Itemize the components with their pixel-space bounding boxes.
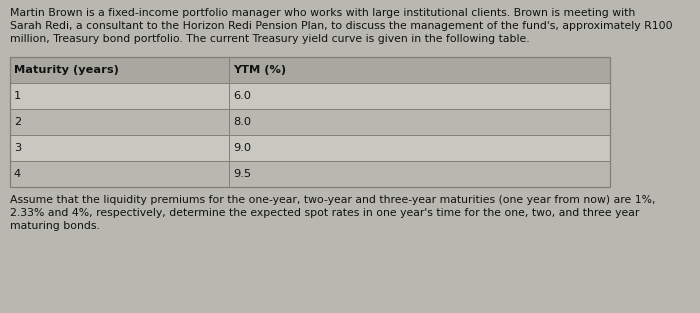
- Bar: [10, 161, 610, 187]
- Bar: [10, 57, 610, 187]
- Text: Assume that the liquidity premiums for the one-year, two-year and three-year mat: Assume that the liquidity premiums for t…: [10, 195, 655, 205]
- Text: 6.0: 6.0: [233, 91, 251, 101]
- Bar: [10, 135, 610, 161]
- Text: Maturity (years): Maturity (years): [14, 65, 119, 75]
- Bar: [10, 109, 610, 135]
- Text: Sarah Redi, a consultant to the Horizon Redi Pension Plan, to discuss the manage: Sarah Redi, a consultant to the Horizon …: [10, 21, 673, 31]
- Text: maturing bonds.: maturing bonds.: [10, 221, 100, 231]
- Text: 8.0: 8.0: [233, 117, 251, 127]
- Text: Martin Brown is a fixed-income portfolio manager who works with large institutio: Martin Brown is a fixed-income portfolio…: [10, 8, 636, 18]
- Text: 9.0: 9.0: [233, 143, 251, 153]
- Text: million, Treasury bond portfolio. The current Treasury yield curve is given in t: million, Treasury bond portfolio. The cu…: [10, 34, 530, 44]
- Bar: [10, 57, 610, 83]
- Text: 2.33% and 4%, respectively, determine the expected spot rates in one year's time: 2.33% and 4%, respectively, determine th…: [10, 208, 639, 218]
- Text: 1: 1: [14, 91, 21, 101]
- Text: 2: 2: [14, 117, 21, 127]
- Text: 9.5: 9.5: [233, 169, 251, 179]
- Bar: [10, 57, 610, 187]
- Text: YTM (%): YTM (%): [233, 65, 286, 75]
- Text: 3: 3: [14, 143, 21, 153]
- Text: 4: 4: [14, 169, 21, 179]
- Bar: [10, 83, 610, 109]
